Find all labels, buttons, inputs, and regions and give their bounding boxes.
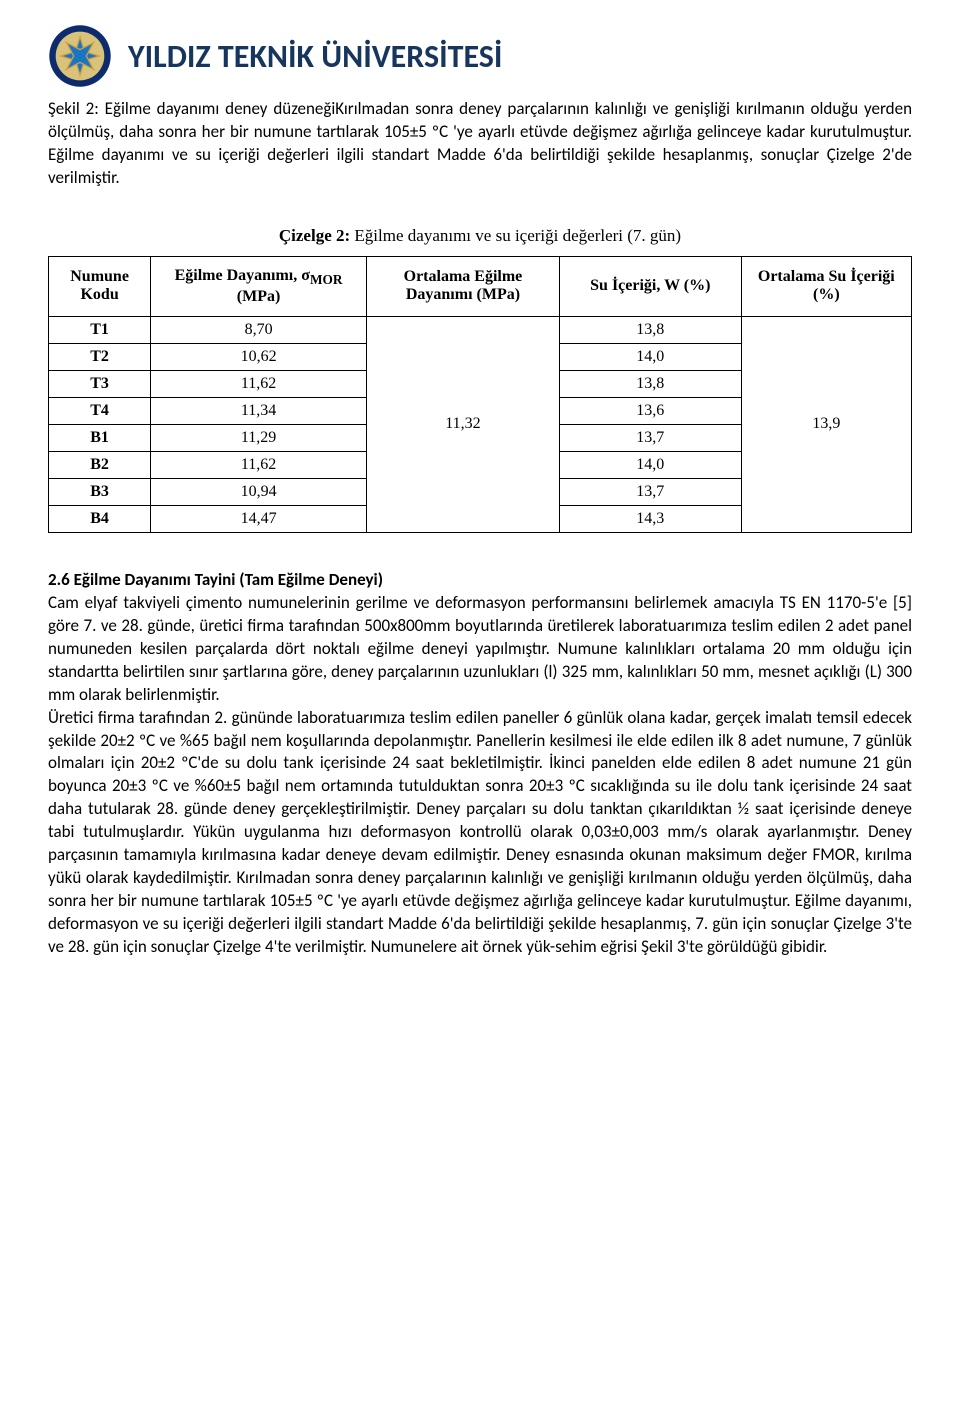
cell-mor: 11,29 — [151, 424, 367, 451]
cell-w: 13,8 — [559, 370, 741, 397]
cell-avg-mor: 11,32 — [366, 316, 559, 532]
th-mor: Eğilme Dayanımı, σMOR (MPa) — [151, 256, 367, 316]
cell-w: 13,7 — [559, 478, 741, 505]
cell-code: B1 — [49, 424, 151, 451]
page-header: YILDIZ TEKNİK ÜNİVERSİTESİ — [48, 24, 912, 88]
cell-avg-w: 13,9 — [741, 316, 911, 532]
cell-w: 14,3 — [559, 505, 741, 532]
th-avg-mor: Ortalama Eğilme Dayanımı (MPa) — [366, 256, 559, 316]
th-mor-line2: (MPa) — [237, 288, 281, 305]
th-mor-line1: Eğilme Dayanımı, σ — [175, 267, 310, 284]
cell-code: T4 — [49, 397, 151, 424]
table-header-row: Numune Kodu Eğilme Dayanımı, σMOR (MPa) … — [49, 256, 912, 316]
cell-w: 13,7 — [559, 424, 741, 451]
cell-w: 13,8 — [559, 316, 741, 343]
cell-code: B4 — [49, 505, 151, 532]
table-caption: Çizelge 2: Eğilme dayanımı ve su içeriği… — [48, 226, 912, 246]
table-row: T18,7011,3213,813,9 — [49, 316, 912, 343]
ytu-logo — [48, 24, 112, 88]
section-body-1: Cam elyaf takviyeli çimento numunelerini… — [48, 592, 912, 705]
th-avg-w: Ortalama Su İçeriği (%) — [741, 256, 911, 316]
table-caption-text: Eğilme dayanımı ve su içeriği değerleri … — [350, 226, 681, 245]
th-code: Numune Kodu — [49, 256, 151, 316]
intro-paragraph: Şekil 2: Eğilme dayanımı deney düzeneğiK… — [48, 98, 912, 190]
results-table: Numune Kodu Eğilme Dayanımı, σMOR (MPa) … — [48, 256, 912, 533]
cell-w: 14,0 — [559, 343, 741, 370]
cell-code: T3 — [49, 370, 151, 397]
cell-mor: 10,94 — [151, 478, 367, 505]
cell-mor: 11,62 — [151, 370, 367, 397]
section-2-6: 2.6 Eğilme Dayanımı Tayini (Tam Eğilme D… — [48, 569, 912, 959]
th-w: Su İçeriği, W (%) — [559, 256, 741, 316]
table-caption-label: Çizelge 2: — [279, 226, 350, 245]
table-body: T18,7011,3213,813,9T210,6214,0T311,6213,… — [49, 316, 912, 532]
cell-mor: 8,70 — [151, 316, 367, 343]
cell-w: 14,0 — [559, 451, 741, 478]
th-mor-sub: MOR — [310, 272, 343, 287]
cell-code: T1 — [49, 316, 151, 343]
cell-mor: 11,34 — [151, 397, 367, 424]
cell-mor: 10,62 — [151, 343, 367, 370]
cell-mor: 14,47 — [151, 505, 367, 532]
cell-code: B2 — [49, 451, 151, 478]
section-body-2: Üretici firma tarafından 2. gününde labo… — [48, 707, 912, 957]
section-heading: 2.6 Eğilme Dayanımı Tayini (Tam Eğilme D… — [48, 569, 383, 590]
cell-w: 13,6 — [559, 397, 741, 424]
cell-code: B3 — [49, 478, 151, 505]
page-title: YILDIZ TEKNİK ÜNİVERSİTESİ — [128, 37, 502, 76]
cell-code: T2 — [49, 343, 151, 370]
cell-mor: 11,62 — [151, 451, 367, 478]
